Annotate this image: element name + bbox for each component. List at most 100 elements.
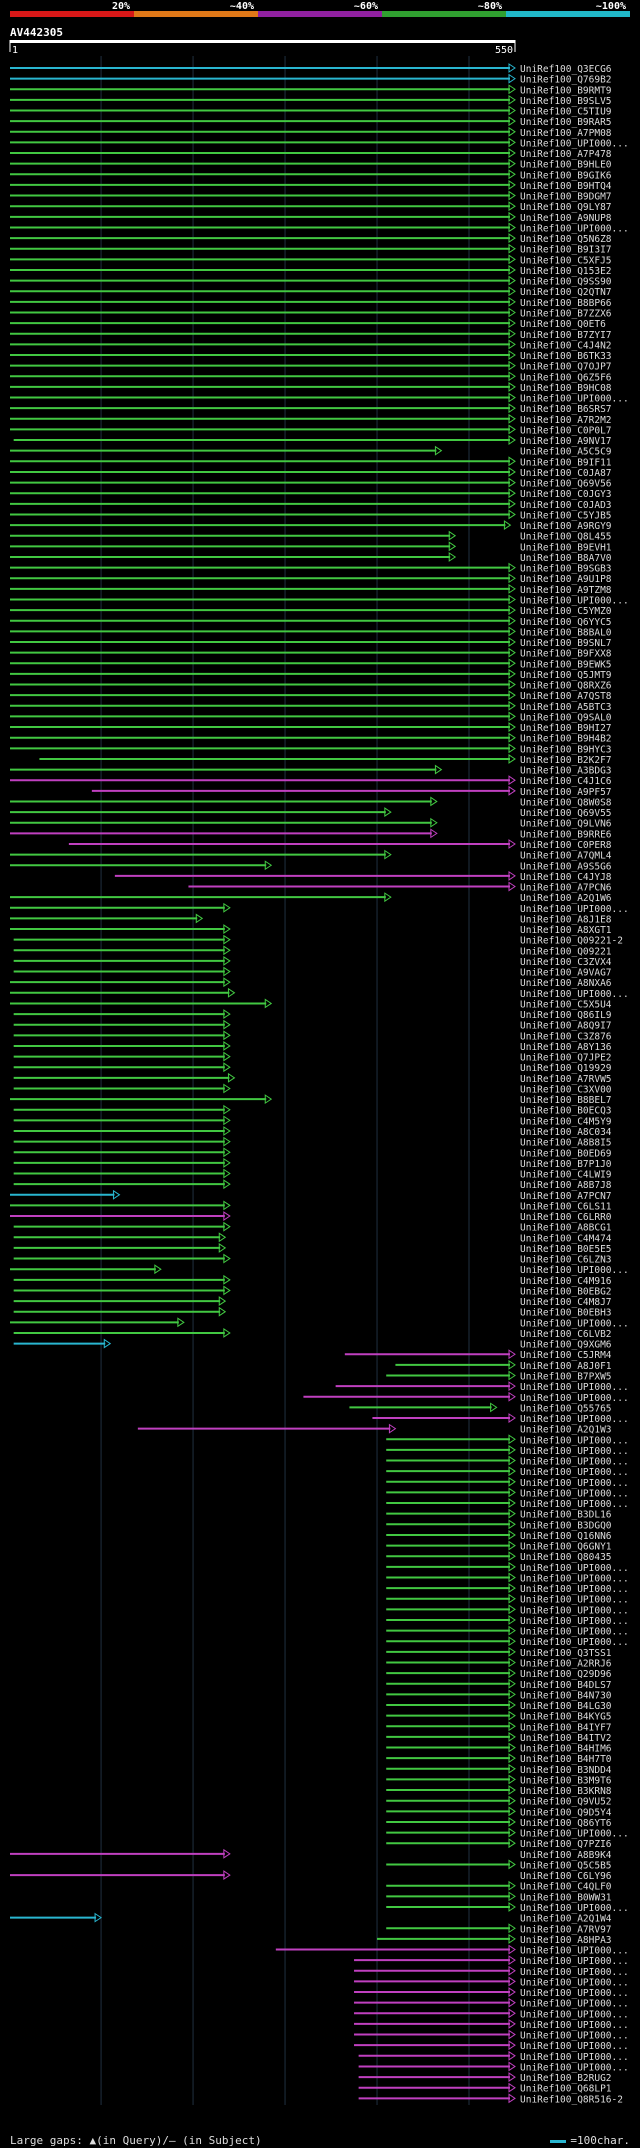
hit-arrow bbox=[103, 1338, 112, 1349]
hit-arrow bbox=[508, 254, 516, 265]
hit-label: UniRef100_UPI000... bbox=[520, 1382, 629, 1393]
hit-label: UniRef100_B8BEL7 bbox=[520, 1095, 612, 1106]
hit-arrow bbox=[508, 2061, 516, 2072]
hit-arrow bbox=[223, 1030, 231, 1041]
hit-label: UniRef100_B0ED69 bbox=[520, 1148, 612, 1159]
hit-arrow bbox=[264, 860, 273, 871]
hit-label: UniRef100_UPI000... bbox=[520, 1627, 629, 1638]
hit-arrow bbox=[508, 190, 516, 201]
hit-label: UniRef100_B8A7V0 bbox=[520, 553, 612, 564]
hit-label: UniRef100_Q5JMT9 bbox=[520, 670, 612, 681]
hit-label: UniRef100_Q9SAL0 bbox=[520, 712, 612, 723]
hit-label: UniRef100_UPI000... bbox=[520, 1637, 629, 1648]
hit-arrow bbox=[223, 1157, 231, 1168]
alignment-chart: 1 550UniRef100_Q3ECG6UniRef100_Q769B2UniR… bbox=[9, 40, 629, 2105]
hit-label: UniRef100_UPI000... bbox=[520, 1946, 629, 1957]
hit-label: UniRef100_UPI000... bbox=[520, 2031, 629, 2042]
hit-arrow bbox=[223, 1041, 231, 1051]
hit-label: UniRef100_UPI000... bbox=[520, 1446, 629, 1457]
hit-arrow bbox=[508, 63, 516, 73]
hit-arrow bbox=[223, 902, 231, 913]
hit-label: UniRef100_UPI000... bbox=[520, 1988, 629, 1999]
hit-arrow bbox=[503, 520, 512, 531]
hit-arrow bbox=[508, 1859, 516, 1870]
hit-label: UniRef100_B3NDD4 bbox=[520, 1765, 612, 1776]
hit-label: UniRef100_Q29D96 bbox=[520, 1669, 612, 1680]
hit-label: UniRef100_A7RVW5 bbox=[520, 1074, 612, 1085]
hit-label: UniRef100_UPI000... bbox=[520, 596, 629, 607]
hit-label: UniRef100_UPI000... bbox=[520, 1457, 629, 1468]
hit-label: UniRef100_B4DLS7 bbox=[520, 1680, 612, 1691]
hit-arrow bbox=[508, 1965, 516, 1976]
hit-label: UniRef100_B9FXX8 bbox=[520, 649, 612, 660]
hit-arrow bbox=[223, 934, 231, 945]
hit-label: UniRef100_UPI000... bbox=[520, 2020, 629, 2031]
hit-label: UniRef100_A2RRJ6 bbox=[520, 1659, 612, 1670]
hit-label: UniRef100_B9HTQ4 bbox=[520, 181, 612, 192]
hit-label: UniRef100_Q68LP1 bbox=[520, 2084, 612, 2095]
hit-arrow bbox=[508, 1923, 516, 1934]
hit-label: UniRef100_UPI000... bbox=[520, 2052, 629, 2063]
hit-arrow bbox=[223, 977, 231, 988]
hit-label: UniRef100_A9PF57 bbox=[520, 787, 612, 798]
hit-arrow bbox=[508, 775, 516, 786]
hit-arrow bbox=[430, 828, 438, 839]
hit-arrow bbox=[508, 1540, 516, 1551]
hit-label: UniRef100_A7R2M2 bbox=[520, 415, 612, 426]
hit-arrow bbox=[508, 381, 516, 392]
hit-label: UniRef100_C0JGY3 bbox=[520, 489, 612, 500]
hit-label: UniRef100_A7PCN6 bbox=[520, 883, 612, 894]
hit-label: UniRef100_C4J1C6 bbox=[520, 776, 612, 787]
hit-arrow bbox=[508, 126, 516, 137]
hit-arrow bbox=[508, 84, 516, 95]
hit-label: UniRef100_A5BTC3 bbox=[520, 702, 612, 713]
hit-label: UniRef100_C3Z876 bbox=[520, 1031, 612, 1042]
hit-arrow bbox=[508, 1391, 516, 1402]
hit-label: UniRef100_B9SNL7 bbox=[520, 638, 612, 649]
hit-arrow bbox=[448, 552, 457, 562]
hit-arrow bbox=[508, 73, 516, 84]
hit-arrow bbox=[223, 1115, 231, 1126]
hit-label: UniRef100_B7ZZX6 bbox=[520, 308, 612, 319]
hit-label: UniRef100_B0EBH3 bbox=[520, 1308, 612, 1319]
hit-arrow bbox=[508, 1519, 516, 1530]
hit-label: UniRef100_UPI000... bbox=[520, 1977, 629, 1988]
hit-arrow bbox=[227, 987, 236, 998]
hit-arrow bbox=[508, 1880, 516, 1891]
hit-arrow bbox=[508, 498, 516, 509]
hit-label: UniRef100_B9HI27 bbox=[520, 723, 612, 734]
hit-arrow bbox=[508, 1700, 516, 1710]
hit-arrow bbox=[264, 1094, 273, 1105]
hit-label: UniRef100_B4LG30 bbox=[520, 1701, 612, 1712]
hit-label: UniRef100_UPI000... bbox=[520, 2009, 629, 2020]
hit-arrow bbox=[508, 1997, 516, 2008]
gap-legend: Large gaps: ▲(in Query)/– (in Subject) bbox=[10, 2134, 262, 2147]
hit-arrow bbox=[223, 1083, 231, 1094]
hit-arrow bbox=[508, 211, 516, 222]
hit-label: UniRef100_A2Q1W4 bbox=[520, 1914, 612, 1925]
hit-label: UniRef100_UPI000... bbox=[520, 138, 629, 149]
hit-label: UniRef100_A9TZM8 bbox=[520, 585, 612, 596]
hit-label: UniRef100_Q3ECG6 bbox=[520, 64, 612, 75]
hit-label: UniRef100_C4J4N2 bbox=[520, 340, 612, 351]
hit-arrow bbox=[508, 2029, 516, 2040]
hit-label: UniRef100_A8J1E8 bbox=[520, 914, 612, 925]
hit-arrow bbox=[223, 1328, 231, 1338]
hit-label: UniRef100_UPI000... bbox=[520, 1488, 629, 1499]
hit-arrow bbox=[508, 275, 516, 286]
hit-label: UniRef100_UPI000... bbox=[520, 1499, 629, 1510]
hit-label: UniRef100_A7RV97 bbox=[520, 1924, 612, 1935]
hit-arrow bbox=[508, 573, 516, 584]
hit-label: UniRef100_Q86YT6 bbox=[520, 1818, 612, 1829]
hit-label: UniRef100_A8BCG1 bbox=[520, 1223, 612, 1234]
hit-arrow bbox=[508, 1572, 516, 1583]
hit-label: UniRef100_A9RGY9 bbox=[520, 521, 612, 532]
hit-label: UniRef100_Q69V55 bbox=[520, 808, 612, 819]
hit-arrow bbox=[508, 1604, 516, 1615]
scale-bin-label: 20% bbox=[112, 1, 130, 12]
hit-label: UniRef100_B0E5E5 bbox=[520, 1244, 612, 1255]
hit-label: UniRef100_Q16NN6 bbox=[520, 1531, 612, 1542]
hit-label: UniRef100_B9SLV5 bbox=[520, 96, 612, 107]
hit-arrow bbox=[508, 1987, 516, 1997]
query-label: AV442305 bbox=[10, 26, 63, 39]
